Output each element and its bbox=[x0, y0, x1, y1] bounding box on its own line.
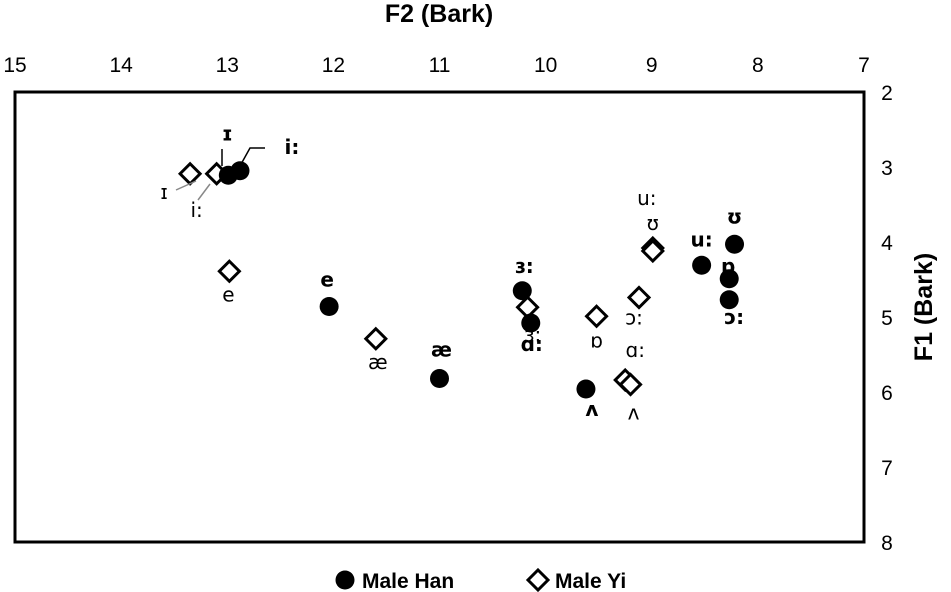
han-point-label: i: bbox=[285, 135, 300, 159]
yi-point-marker bbox=[363, 326, 388, 351]
y-tick-label: 3 bbox=[881, 157, 893, 180]
y-tick-label: 6 bbox=[881, 382, 893, 405]
x-tick-label: 13 bbox=[216, 54, 239, 77]
yi-point-label: æ bbox=[368, 350, 388, 374]
han-point-label: ɒ bbox=[721, 254, 735, 278]
x-tick-labels: 15 14 13 12 11 10 9 8 7 bbox=[3, 54, 870, 77]
point-labels: ɪi:eæɜ:ɑ:ʌu:ʊɒɔ:ɪi:eæɜ: ɒ ɑ:ʌɔ:u:ʊ bbox=[160, 121, 744, 424]
y-tick-label: 7 bbox=[881, 457, 893, 480]
han-point-label: ʊ bbox=[727, 204, 742, 228]
han-point-label: ʌ bbox=[585, 397, 598, 421]
legend-han-label: Male Han bbox=[362, 570, 454, 592]
han-point-label: u: bbox=[691, 227, 713, 251]
han-point-label: æ bbox=[431, 338, 452, 362]
label-leader-lines bbox=[175, 147, 265, 201]
yi-leader-line bbox=[197, 183, 211, 201]
yi-point-label: ʌ bbox=[628, 401, 640, 425]
yi-point-marker bbox=[584, 304, 609, 329]
han-point-label: ɪ bbox=[222, 121, 233, 145]
han-point-marker bbox=[692, 255, 712, 275]
han-point-label: ɔ: bbox=[724, 305, 744, 329]
x-tick-label: 12 bbox=[322, 54, 345, 77]
han-point-marker bbox=[430, 369, 449, 388]
han-point-marker bbox=[719, 269, 739, 289]
x-tick-label: 10 bbox=[534, 54, 557, 77]
series-male-han bbox=[218, 161, 745, 399]
x-tick-label: 7 bbox=[858, 54, 870, 77]
yi-point-marker bbox=[618, 372, 643, 397]
yi-point-label: u: bbox=[637, 186, 656, 210]
han-point-marker bbox=[230, 161, 250, 181]
y-axis-title: F1 (Bark) bbox=[910, 253, 938, 361]
yi-point-label: ɒ bbox=[590, 328, 603, 352]
x-tick-label: 15 bbox=[3, 54, 26, 77]
x-axis-title: F2 (Bark) bbox=[385, 0, 493, 28]
x-tick-label: 8 bbox=[752, 54, 764, 77]
yi-point-label: ɪ bbox=[160, 180, 167, 204]
x-tick-label: 9 bbox=[646, 54, 658, 77]
han-point-marker bbox=[719, 290, 739, 310]
han-point-marker bbox=[319, 297, 339, 316]
plot-area bbox=[13, 90, 866, 544]
han-point-label: e bbox=[320, 268, 334, 292]
han-point-marker bbox=[725, 234, 745, 254]
y-tick-label: 2 bbox=[881, 82, 893, 105]
legend-yi-label: Male Yi bbox=[555, 570, 626, 592]
x-tick-label: 11 bbox=[429, 54, 451, 77]
y-tick-label: 5 bbox=[881, 307, 893, 330]
legend-yi-marker bbox=[525, 567, 551, 592]
yi-point-label: e bbox=[222, 282, 234, 306]
yi-point-label: ɑ: bbox=[626, 338, 645, 362]
yi-point-label: i: bbox=[190, 198, 202, 222]
y-tick-labels: 2 3 4 5 6 7 8 bbox=[881, 82, 893, 555]
han-point-label: ɑ: bbox=[521, 332, 543, 356]
han-point-marker bbox=[576, 379, 596, 399]
legend-han-marker bbox=[335, 570, 355, 590]
han-point-marker bbox=[521, 313, 541, 333]
y-tick-label: 8 bbox=[881, 532, 893, 555]
yi-point-marker bbox=[626, 285, 652, 310]
yi-point-marker bbox=[217, 259, 242, 284]
yi-point-label: ɔ: bbox=[625, 306, 643, 330]
y-tick-label: 4 bbox=[881, 232, 893, 255]
yi-point-marker bbox=[640, 238, 665, 264]
yi-leader-line bbox=[175, 180, 197, 191]
x-tick-label: 14 bbox=[109, 54, 133, 77]
yi-point-label: ɜ: bbox=[524, 322, 541, 346]
yi-point-label: ʊ bbox=[647, 211, 659, 235]
han-point-marker bbox=[512, 281, 532, 301]
series-male-yi bbox=[177, 161, 665, 397]
han-leader-line bbox=[239, 147, 265, 167]
legend: Male Han Male Yi bbox=[335, 567, 626, 592]
han-point-label: ɜ: bbox=[515, 254, 534, 278]
